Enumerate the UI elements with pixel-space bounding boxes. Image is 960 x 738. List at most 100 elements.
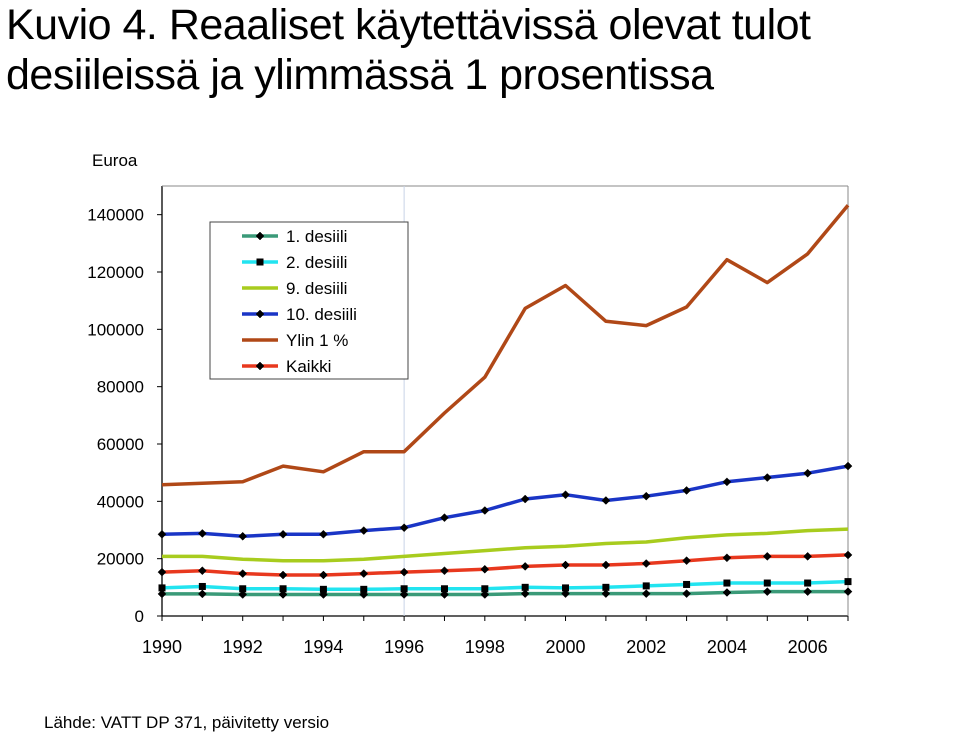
legend-marker — [256, 258, 264, 266]
data-point — [278, 570, 288, 580]
data-point — [722, 477, 732, 487]
data-point — [238, 531, 248, 541]
data-point — [319, 570, 328, 580]
series-1 — [157, 587, 853, 599]
series-lines — [157, 204, 853, 599]
x-tick-labels: 1990 1992 1994 1996 1998 2000 2002 2004 2006 — [142, 616, 849, 657]
legend-marker — [255, 361, 265, 371]
data-point — [319, 529, 328, 539]
data-point — [844, 578, 852, 586]
x-tick-label: 1990 — [142, 637, 182, 657]
data-point — [763, 579, 771, 587]
data-point — [803, 468, 813, 478]
series-4 — [157, 461, 853, 541]
data-point — [440, 590, 449, 599]
series-line — [162, 527, 849, 563]
data-point — [238, 590, 248, 599]
data-point — [157, 589, 167, 599]
data-point — [520, 589, 530, 598]
data-point — [722, 588, 732, 597]
data-point — [520, 562, 530, 571]
legend-label: 2. desiili — [286, 253, 347, 272]
legend-label: Ylin 1 % — [286, 331, 348, 350]
data-point — [762, 473, 772, 482]
series-line — [161, 579, 849, 592]
data-point — [239, 585, 247, 593]
data-point — [683, 580, 691, 588]
data-point — [562, 584, 570, 592]
data-point — [278, 590, 288, 599]
x-tick-label: 1992 — [223, 637, 263, 657]
series-line — [161, 464, 849, 539]
y-tick-label: 80000 — [97, 378, 144, 397]
data-point — [480, 564, 490, 574]
data-point — [642, 582, 650, 590]
data-point — [843, 550, 853, 560]
data-point — [359, 569, 369, 578]
legend-label: Kaikki — [286, 357, 331, 376]
data-point — [197, 529, 207, 538]
data-point — [399, 523, 409, 533]
data-point — [197, 589, 207, 599]
data-point — [762, 587, 772, 596]
x-tick-label: 2000 — [546, 637, 586, 657]
y-tick-label: 140000 — [87, 206, 144, 225]
series-2 — [158, 578, 852, 593]
y-tick-labels: 0 20000 40000 60000 80000 100000 120000 140000 — [87, 206, 162, 626]
data-point — [359, 526, 369, 535]
x-tick-label: 2002 — [626, 637, 666, 657]
data-point — [238, 569, 248, 578]
data-point — [400, 585, 408, 593]
data-point — [157, 529, 167, 539]
y-axis-label: Euroa — [92, 151, 138, 170]
data-point — [561, 490, 570, 500]
data-point — [520, 494, 530, 504]
x-tick-label: 2006 — [788, 637, 828, 657]
data-point — [843, 587, 853, 596]
data-point — [278, 529, 288, 539]
legend-label: 1. desiili — [286, 227, 347, 246]
x-tick-label: 2004 — [707, 637, 747, 657]
data-point — [480, 590, 490, 599]
data-point — [197, 566, 207, 576]
data-point — [158, 584, 166, 592]
data-point — [157, 567, 167, 577]
data-point — [804, 579, 812, 587]
data-point — [601, 560, 611, 570]
series-line — [161, 553, 849, 577]
legend-label: 9. desiili — [286, 279, 347, 298]
chart-title-line-1: Kuvio 4. Reaaliset käytettävissä olevat … — [6, 1, 811, 49]
data-point — [641, 491, 651, 501]
data-point — [279, 585, 287, 593]
data-point — [440, 566, 449, 576]
data-point — [399, 567, 409, 577]
series-3 — [162, 527, 849, 563]
series-line — [162, 589, 848, 597]
data-point — [601, 589, 611, 598]
data-point — [722, 553, 732, 563]
data-point — [641, 589, 651, 598]
data-point — [561, 589, 570, 598]
data-point — [481, 585, 489, 593]
data-point — [682, 486, 691, 495]
data-point — [602, 583, 610, 591]
data-point — [319, 585, 327, 593]
data-point — [682, 589, 691, 598]
x-tick-label: 1998 — [465, 637, 505, 657]
chart-title: Kuvio 4. Reaaliset käytettävissä olevat … — [6, 0, 956, 100]
data-point — [843, 461, 853, 471]
series-line — [161, 204, 850, 487]
legend-marker — [255, 231, 265, 241]
data-point — [601, 496, 611, 505]
legend-box — [209, 221, 409, 380]
legend-label: 10. desiili — [286, 305, 357, 324]
source-note: Lähde: VATT DP 371, päivitetty versio — [44, 713, 330, 732]
y-tick-label: 0 — [135, 607, 144, 626]
y-tick-label: 40000 — [97, 492, 144, 511]
y-tick-label: 120000 — [87, 263, 144, 282]
data-point — [561, 560, 570, 570]
series-6 — [157, 550, 853, 580]
data-point — [440, 585, 448, 593]
data-point — [360, 585, 368, 593]
